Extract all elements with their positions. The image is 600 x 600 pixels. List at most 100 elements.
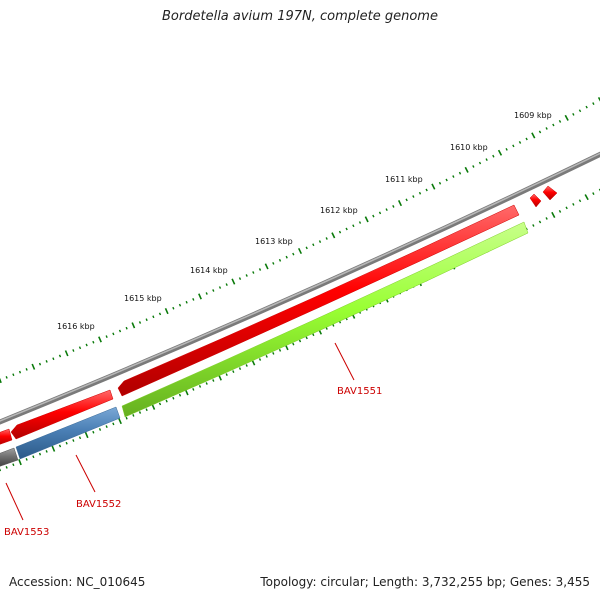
minor-tick (278, 348, 282, 352)
major-tick (18, 459, 22, 466)
minor-tick (12, 373, 15, 377)
major-tick (51, 445, 56, 452)
cds-segment-bav1553 (0, 428, 13, 445)
minor-tick (38, 452, 42, 456)
gene-label-bav1551: BAV1551 (337, 386, 382, 397)
minor-tick (98, 428, 102, 431)
minor-tick (305, 336, 308, 340)
minor-tick (125, 326, 128, 330)
minor-tick (85, 343, 88, 347)
minor-tick (272, 261, 275, 265)
minor-tick (172, 396, 175, 400)
minor-tick (318, 240, 322, 243)
major-tick (497, 149, 503, 156)
minor-tick (472, 165, 475, 168)
minor-tick (312, 243, 315, 247)
minor-tick (545, 127, 548, 130)
major-tick (597, 97, 600, 102)
major-tick (397, 200, 403, 207)
major-tick (64, 350, 69, 357)
major-tick (364, 216, 369, 223)
minor-tick (532, 224, 535, 227)
minor-tick (278, 258, 282, 262)
ruler-label: 1616 kbp (57, 322, 95, 331)
minor-tick (378, 211, 382, 215)
minor-tick (72, 349, 75, 352)
major-tick (98, 336, 102, 343)
minor-tick (45, 450, 48, 453)
ruler-label: 1612 kbp (320, 206, 358, 215)
minor-tick (305, 246, 308, 250)
minor-tick (238, 277, 242, 280)
minor-tick (405, 198, 408, 202)
minor-tick (145, 318, 148, 322)
feature-segment-gray (0, 447, 19, 467)
major-tick (231, 278, 236, 285)
ruler-label: 1614 kbp (190, 266, 228, 275)
minor-tick (245, 274, 248, 277)
ruler-label: 1615 kbp (124, 294, 162, 303)
minor-tick (572, 112, 575, 116)
minor-tick (145, 408, 148, 412)
minor-tick (185, 300, 188, 304)
major-tick (0, 377, 2, 384)
minor-tick (558, 119, 562, 123)
cds-segment-bav1551 (117, 204, 520, 397)
minor-tick (298, 339, 302, 343)
minor-tick (272, 351, 275, 355)
minor-tick (312, 333, 315, 337)
minor-tick (292, 342, 295, 346)
minor-tick (25, 458, 28, 461)
major-tick (564, 114, 569, 121)
minor-tick (492, 154, 495, 158)
minor-tick (372, 214, 375, 218)
cds-segment-bav1552 (10, 389, 114, 440)
minor-tick (385, 208, 388, 212)
cds-small-arrow-1 (529, 193, 542, 208)
minor-tick (72, 439, 75, 442)
minor-tick (505, 147, 508, 151)
minor-tick (325, 327, 328, 330)
major-tick (297, 247, 303, 255)
major-tick (464, 166, 469, 173)
minor-tick (578, 109, 582, 113)
major-tick (84, 431, 89, 439)
minor-tick (545, 217, 548, 220)
minor-tick (238, 367, 242, 370)
minor-tick (252, 271, 255, 274)
minor-tick (512, 144, 515, 148)
outer-tick-ring (0, 97, 600, 384)
minor-tick (92, 340, 95, 344)
minor-tick (265, 355, 268, 358)
minor-tick (165, 399, 168, 403)
genome-backbone (0, 151, 600, 425)
gene-label-bav1552: BAV1552 (76, 499, 121, 510)
minor-tick (232, 370, 235, 373)
major-tick (551, 211, 556, 218)
minor-tick (25, 368, 28, 371)
minor-tick (518, 141, 522, 144)
minor-tick (52, 357, 55, 361)
minor-tick (138, 411, 142, 414)
major-tick (584, 194, 589, 201)
minor-tick (358, 221, 362, 224)
minor-tick (452, 175, 455, 178)
minor-tick (352, 224, 355, 228)
minor-tick (112, 422, 115, 426)
minor-tick (485, 158, 488, 162)
minor-tick (158, 402, 162, 406)
minor-tick (225, 373, 228, 376)
minor-tick (258, 268, 262, 271)
minor-tick (245, 364, 248, 367)
minor-tick (578, 199, 582, 203)
minor-tick (18, 370, 22, 374)
major-tick (131, 322, 136, 329)
minor-tick (205, 292, 208, 295)
major-tick (118, 417, 122, 425)
cds-small-arrow-2 (542, 185, 558, 201)
minor-tick (445, 178, 448, 182)
minor-tick (585, 105, 588, 109)
minor-tick (125, 416, 128, 420)
minor-tick (225, 283, 228, 286)
